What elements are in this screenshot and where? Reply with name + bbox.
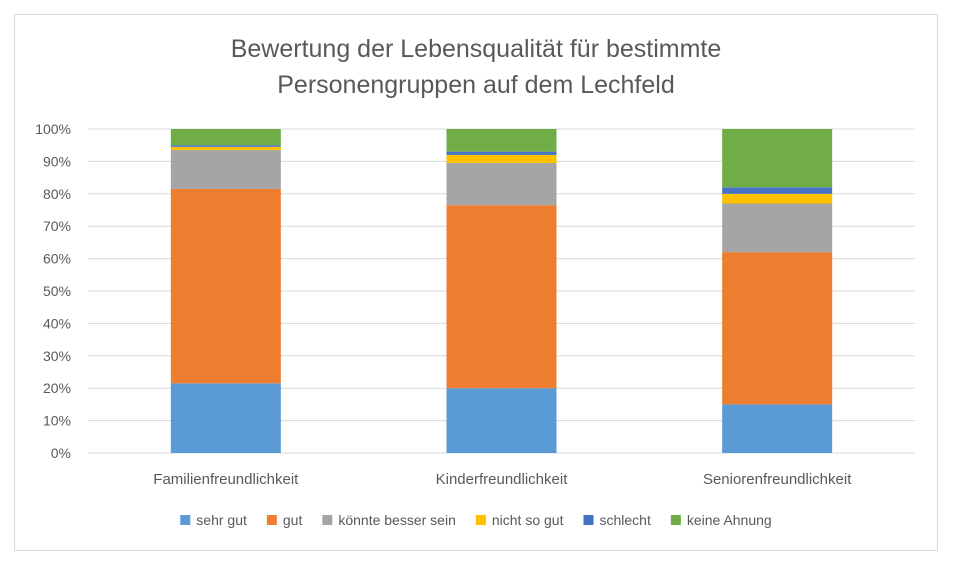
- bar-segment: [446, 205, 557, 389]
- legend-label: sehr gut: [196, 512, 247, 528]
- bar-segment: [722, 404, 833, 453]
- y-tick-label: 60%: [43, 251, 71, 267]
- bar-segment: [170, 150, 281, 189]
- bar-segment: [722, 187, 833, 194]
- legend-label: nicht so gut: [492, 512, 564, 528]
- y-tick-label: 70%: [43, 218, 71, 234]
- chart-title-line-2: Personengruppen auf dem Lechfeld: [277, 71, 675, 99]
- x-category-label: Familienfreundlichkeit: [153, 471, 299, 488]
- bar-segment: [446, 388, 557, 453]
- bar-segment: [722, 193, 833, 204]
- bar-segment: [446, 154, 557, 164]
- bar-segment: [170, 129, 281, 146]
- legend-swatch: [475, 515, 486, 525]
- bar-segment: [446, 129, 557, 152]
- legend-label: keine Ahnung: [687, 512, 772, 528]
- legend-item: sehr gut: [180, 512, 247, 528]
- legend-swatch: [583, 515, 594, 525]
- legend-item: keine Ahnung: [670, 512, 772, 528]
- bar-segment: [170, 188, 281, 384]
- bar-segment: [446, 151, 557, 155]
- x-category-label: Seniorenfreundlichkeit: [703, 471, 852, 488]
- chart-title-line-1: Bewertung der Lebensqualität für bestimm…: [231, 35, 722, 63]
- y-axis: 0% 10% 20% 30% 40% 50% 60% 70% 80% 90% 100%: [35, 121, 71, 461]
- x-category-label: Kinderfreundlichkeit: [436, 471, 569, 488]
- y-tick-label: 30%: [43, 348, 71, 364]
- bar-segment: [170, 383, 281, 453]
- y-tick-label: 90%: [43, 153, 71, 169]
- x-axis: Familienfreundlichkeit Kinderfreundlichke…: [153, 471, 852, 488]
- legend-swatch: [266, 515, 277, 525]
- legend-label: schlecht: [599, 512, 650, 528]
- y-tick-label: 80%: [43, 186, 71, 202]
- legend-item: schlecht: [583, 512, 651, 528]
- y-tick-label: 0%: [51, 445, 71, 461]
- legend-swatch: [180, 515, 191, 525]
- legend-label: könnte besser sein: [338, 512, 456, 528]
- legend-item: nicht so gut: [475, 512, 564, 528]
- bars: [170, 129, 833, 453]
- y-tick-label: 10%: [43, 413, 71, 429]
- legend: sehr gut gut könnte besser sein nicht so gu…: [180, 512, 772, 528]
- y-tick-label: 100%: [35, 121, 71, 137]
- legend-swatch: [670, 515, 681, 525]
- bar-segment: [722, 203, 833, 253]
- y-tick-label: 20%: [43, 380, 71, 396]
- legend-label: gut: [283, 512, 303, 528]
- bar-segment: [722, 252, 833, 405]
- bar-segment: [722, 129, 833, 188]
- y-tick-label: 40%: [43, 315, 71, 331]
- legend-item: gut: [266, 512, 303, 528]
- bar-segment: [170, 146, 281, 151]
- y-tick-label: 50%: [43, 283, 71, 299]
- bar-segment: [170, 145, 281, 147]
- bar-segment: [446, 163, 557, 206]
- legend-swatch: [322, 515, 333, 525]
- legend-item: könnte besser sein: [322, 512, 456, 528]
